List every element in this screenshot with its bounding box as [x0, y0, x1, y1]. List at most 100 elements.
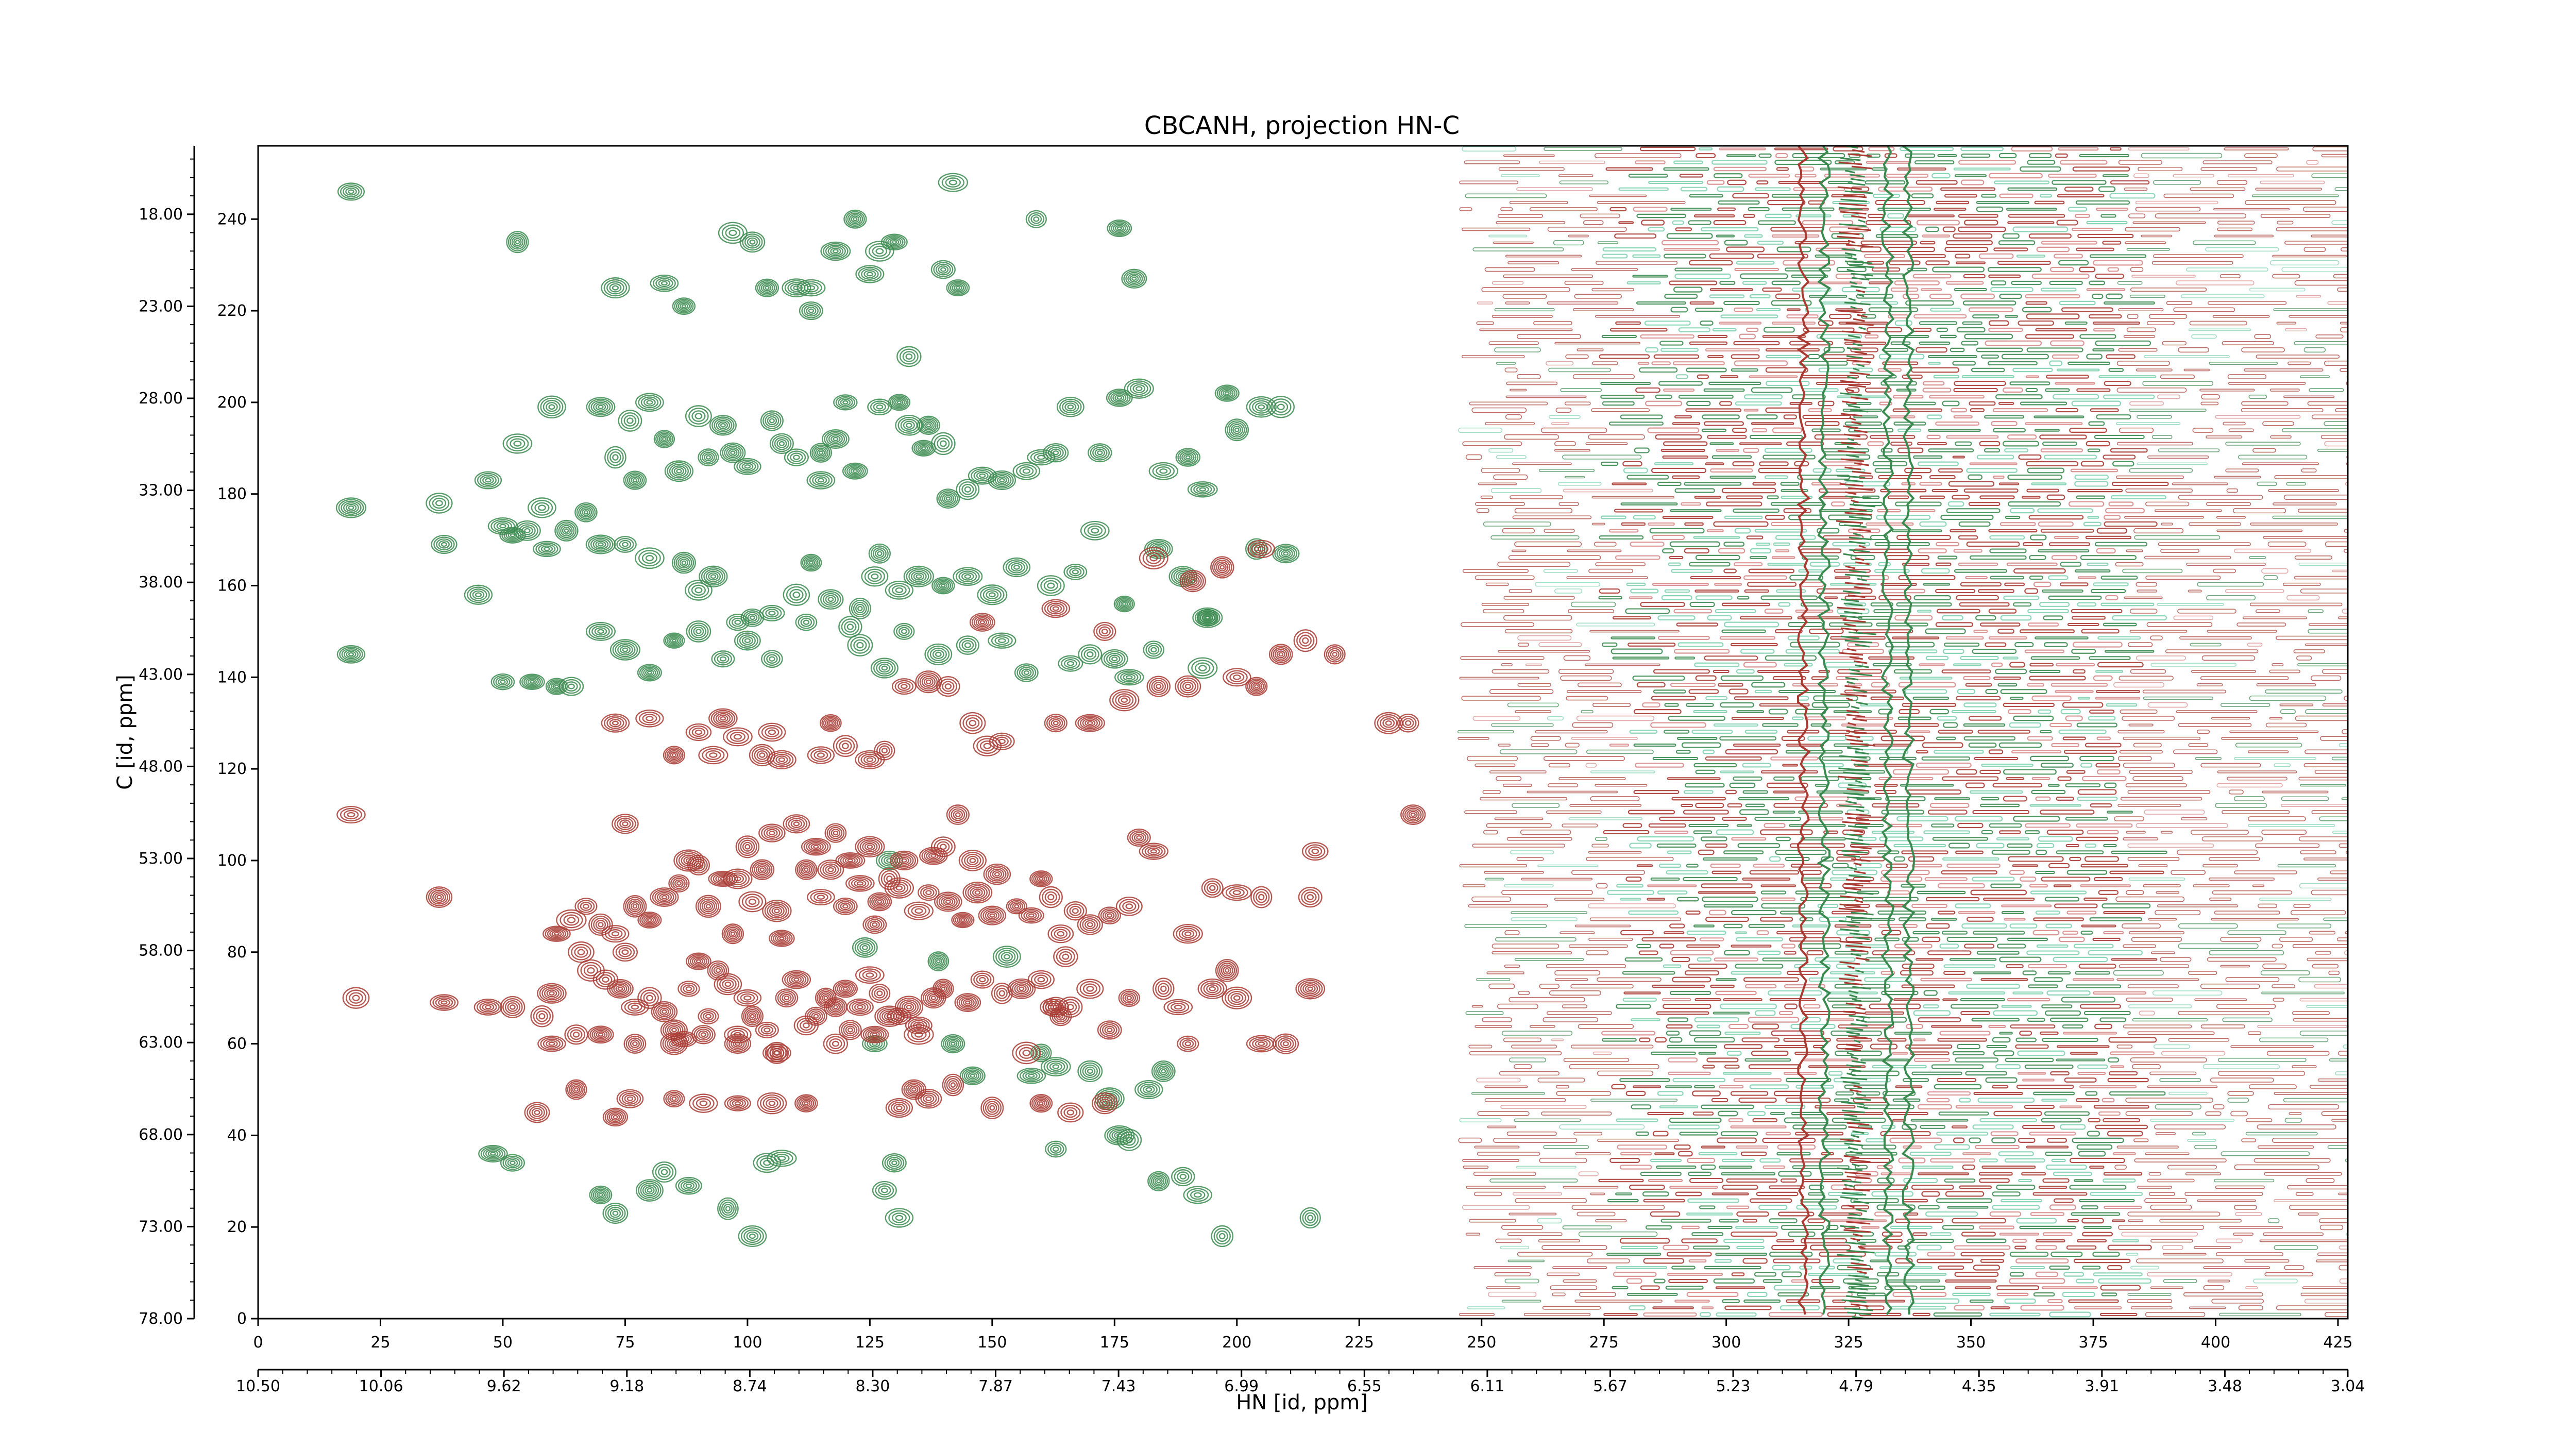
contour-level [901, 629, 907, 634]
positive-peak [585, 534, 616, 554]
positive-peak [799, 301, 823, 321]
contour-level [740, 1227, 764, 1245]
contour-level [623, 470, 647, 490]
contour-level [574, 502, 598, 523]
contour-level [772, 435, 792, 452]
positive-peak [783, 583, 810, 606]
contour-level [1104, 1125, 1135, 1145]
contour-level [691, 858, 706, 872]
contour-level [677, 301, 690, 311]
contour-level [1047, 582, 1055, 589]
contour-level [621, 949, 629, 955]
contour-level [730, 931, 736, 936]
positive-peak [1175, 448, 1201, 467]
contour-level [1117, 670, 1142, 684]
contour-level [673, 467, 685, 476]
contour-level [964, 853, 981, 867]
contour-level [940, 492, 956, 506]
contour-level [1027, 449, 1056, 466]
contour-level [941, 583, 946, 588]
positive-peak [1003, 557, 1031, 578]
contour-level [1121, 268, 1147, 289]
negative-peak [687, 854, 710, 875]
contour-level [748, 898, 757, 905]
contour-level [766, 654, 778, 664]
contour-level [1203, 614, 1212, 621]
contour-level [612, 1210, 619, 1216]
contour-level [641, 914, 658, 926]
positive-peak [911, 440, 936, 457]
contour-level [603, 279, 628, 297]
contour-level [1183, 1186, 1213, 1204]
contour-level [738, 837, 757, 856]
contour-level [674, 298, 694, 314]
contour-level [723, 925, 742, 943]
contour-level [964, 486, 971, 493]
contour-level [859, 943, 871, 952]
contour-level [534, 502, 550, 514]
contour-level [1116, 226, 1122, 230]
contour-level [1072, 569, 1079, 575]
contour-level [708, 870, 738, 887]
contour-level [501, 528, 524, 543]
contour-level [1087, 922, 1093, 928]
positive-peak [938, 173, 969, 192]
contour-level [714, 418, 733, 433]
positive-peak [861, 566, 889, 587]
contour-level [432, 497, 447, 509]
contour-level [1047, 1142, 1064, 1156]
contour-level [739, 634, 756, 647]
contour-level [1131, 276, 1137, 281]
contour-level [674, 879, 684, 888]
contour-level [478, 1144, 508, 1162]
contour-level [641, 552, 657, 564]
contour-level [788, 818, 805, 830]
contour-level [740, 839, 755, 854]
contour-level [552, 683, 561, 690]
contour-level [543, 547, 550, 551]
negative-peak [806, 889, 835, 906]
contour-level [776, 439, 787, 448]
contour-level [924, 643, 953, 665]
contour-level [611, 931, 620, 937]
contour-level [675, 300, 692, 312]
contour-level [919, 417, 939, 434]
contour-level [807, 285, 816, 291]
contour-level [769, 930, 795, 947]
contour-level [1106, 1096, 1113, 1101]
contour-level [891, 585, 907, 596]
contour-level [865, 241, 894, 262]
contour-level [1191, 660, 1214, 677]
contour-level [593, 401, 608, 413]
contour-level [1118, 899, 1140, 914]
contour-level [774, 437, 789, 450]
contour-level [1038, 1050, 1044, 1055]
contour-level [1047, 894, 1055, 901]
contour-level [937, 581, 950, 591]
contour-level [893, 622, 915, 640]
contour-level [789, 588, 804, 601]
contour-level [618, 947, 632, 957]
contour-level [774, 1153, 790, 1163]
positive-peak [1114, 669, 1144, 686]
contour-level [720, 442, 746, 463]
contour-level [1087, 651, 1094, 658]
contour-level [726, 447, 740, 459]
contour-level [1003, 954, 1010, 959]
negative-peak [1077, 914, 1103, 935]
contour-level [1274, 401, 1289, 413]
contour-level [891, 240, 897, 244]
contour-level [808, 842, 824, 852]
positive-peak [663, 632, 685, 649]
contour-level [767, 416, 777, 426]
contour-level [749, 239, 756, 245]
contour-level [1110, 391, 1129, 405]
negative-peak [884, 877, 914, 899]
contour-level [678, 853, 700, 868]
contour-level [1190, 482, 1215, 496]
contour-level [917, 444, 930, 453]
negative-peak [1018, 907, 1044, 924]
contour-level [734, 458, 761, 475]
contour-level [637, 664, 662, 682]
positive-peak [852, 937, 878, 958]
